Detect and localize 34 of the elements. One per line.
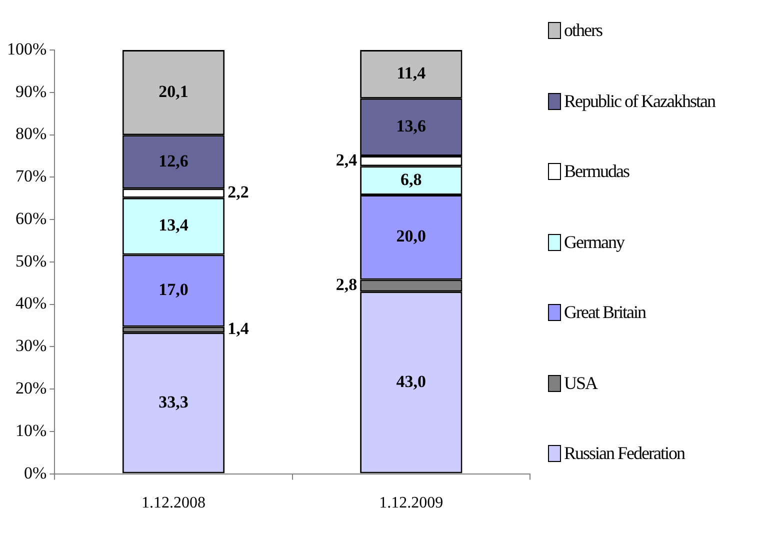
x-tick-label: 1.12.2008 [141,494,206,512]
data-label: 43,0 [396,372,426,391]
legend-label: Germany [564,232,624,252]
data-label: 33,3 [158,392,188,412]
data-label: 2,8 [336,275,358,294]
text: Bermudas [564,161,629,182]
y-tick-label: 30% [15,336,47,356]
data-label: 6,8 [400,170,422,189]
data-label: 13,6 [396,116,426,136]
data-label: 2,2 [228,182,249,202]
data-label: 11,4 [396,64,426,83]
data-label: 13,4 [158,216,189,235]
legend-label: Republic of Kazakhstan [564,90,715,112]
legend-label: others [564,20,602,41]
data-label: 20,0 [396,226,426,246]
y-tick-label: 0% [24,463,47,482]
y-tick-label: 70% [15,166,47,186]
legend-label: Great Britain [564,302,646,323]
x-tick-label: 1.12.2009 [379,494,444,512]
legend-label: USA [564,372,598,394]
y-tick-label: 40% [15,294,47,313]
y-tick-label: 50% [15,251,47,270]
y-tick-label: 60% [15,208,47,228]
data-label: 12,6 [158,151,188,170]
data-label: 2,4 [336,150,358,170]
y-tick-label: 90% [15,82,47,101]
y-tick-label: 100% [6,39,47,58]
data-label: 20,1 [158,82,188,101]
legend-label: Russian Federation [564,443,684,464]
y-tick-label: 10% [15,420,47,440]
y-tick-label: 20% [15,378,47,398]
data-label: 1,4 [228,319,250,338]
data-label: 17,0 [158,280,188,300]
y-tick-label: 80% [15,124,47,144]
